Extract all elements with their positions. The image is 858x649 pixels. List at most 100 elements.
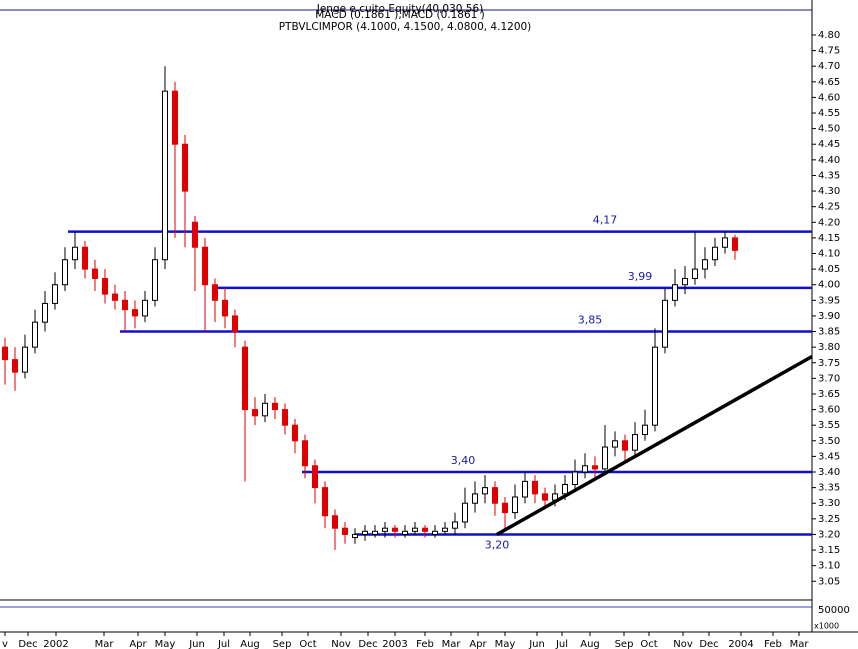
candle-body [442,527,448,532]
candle-body [2,346,8,361]
x-tick-label: Dec [18,639,37,649]
candle-body [272,402,278,411]
candle-body [292,424,298,442]
level-label: 3,20 [485,538,510,551]
x-tick-label: Jun [528,639,545,649]
candle-body [672,284,678,301]
candle-body [732,237,738,251]
candle-body [492,487,498,504]
candle-body [692,268,698,279]
candle-body [482,487,488,495]
lower-panel-unit: x1000 [814,622,839,631]
candle-body [212,284,218,301]
candle-body [412,527,418,532]
candle-body [452,521,458,529]
y-tick-label: 3.45 [818,451,840,462]
x-tick-label: Apr [129,639,147,649]
x-tick-label: May [155,639,176,649]
x-tick-label: 2004 [728,639,753,649]
candle-body [262,402,268,417]
candle-body [502,502,508,514]
y-tick-label: 4.45 [818,139,840,150]
candle-body [562,483,568,495]
x-tick-label: Mar [95,639,115,649]
candle-body [312,465,318,489]
y-tick-label: 3.20 [818,529,840,540]
candle-body [92,268,98,279]
level-label: 3,99 [628,270,653,283]
x-tick-label: Oct [299,639,316,649]
candle-body [162,90,168,261]
x-tick-label: Sep [273,639,292,649]
y-tick-label: 4.75 [818,46,840,57]
y-tick-label: 3.30 [818,498,840,509]
header-line: Jenge e cuito Equity(40,030.56) [316,3,484,15]
x-tick-label: May [495,639,516,649]
y-tick-label: 4.65 [818,77,840,88]
candle-body [402,530,408,535]
x-tick-label: Nov [331,639,351,649]
candle-body [142,299,148,317]
y-tick-label: 4.05 [818,264,840,275]
y-tick-label: 4.40 [818,155,840,166]
x-tick-label: v [2,639,8,649]
candle-body [132,309,138,317]
y-tick-label: 4.35 [818,170,840,181]
candle-body [52,284,58,304]
y-tick-label: 3.95 [818,295,840,306]
y-tick-label: 3.35 [818,483,840,494]
candle-body [392,527,398,532]
x-tick-label: 2002 [43,639,68,649]
candle-body [712,246,718,261]
candle-body [42,302,48,323]
y-tick-label: 3.25 [818,514,840,525]
level-label: 3,40 [451,454,476,467]
y-tick-label: 3.90 [818,311,840,322]
candle-body [602,446,608,470]
x-tick-label: Jul [217,639,230,649]
y-tick-label: 3.85 [818,327,840,338]
y-tick-label: 3.75 [818,358,840,369]
x-tick-label: Mar [790,639,810,649]
candle-body [32,321,38,348]
candle-body [222,299,228,317]
y-tick-label: 3.50 [818,436,840,447]
candle-body [22,346,28,373]
candle-body [192,221,198,248]
y-tick-label: 4.15 [818,233,840,244]
candle-body [642,424,648,436]
y-tick-label: 4.20 [818,217,840,228]
candle-body [522,480,528,498]
candle-body [372,530,378,535]
x-tick-label: Feb [764,639,782,649]
y-tick-label: 4.80 [818,30,840,41]
candle-body [342,527,348,535]
header-line: MACD (0.1861 ),MACD (0.1861 ) [315,9,485,21]
x-tick-label: Mar [442,639,462,649]
candle-body [252,409,258,417]
y-tick-label: 3.65 [818,389,840,400]
lower-panel-label: 50000 [818,605,850,616]
candle-body [722,237,728,248]
candle-body [12,359,18,373]
y-tick-label: 3.10 [818,561,840,572]
y-tick-label: 3.60 [818,405,840,416]
candle-body [532,480,538,495]
y-tick-label: 3.40 [818,467,840,478]
header-line: PTBVLCIMPOR (4.1000, 4.1500, 4.0800, 4.1… [279,21,532,33]
candle-body [632,434,638,451]
candle-body [542,493,548,501]
candle-body [622,440,628,451]
x-tick-label: Aug [580,639,600,649]
y-tick-label: 4.10 [818,248,840,259]
y-tick-label: 3.55 [818,420,840,431]
candle-body [122,299,128,311]
candle-body [382,527,388,532]
y-tick-label: 4.70 [818,61,840,72]
candle-body [152,259,158,301]
candle-body [62,259,68,286]
y-tick-label: 4.25 [818,202,840,213]
y-tick-label: 4.00 [818,280,840,291]
candle-body [662,299,668,348]
candle-body [282,409,288,426]
